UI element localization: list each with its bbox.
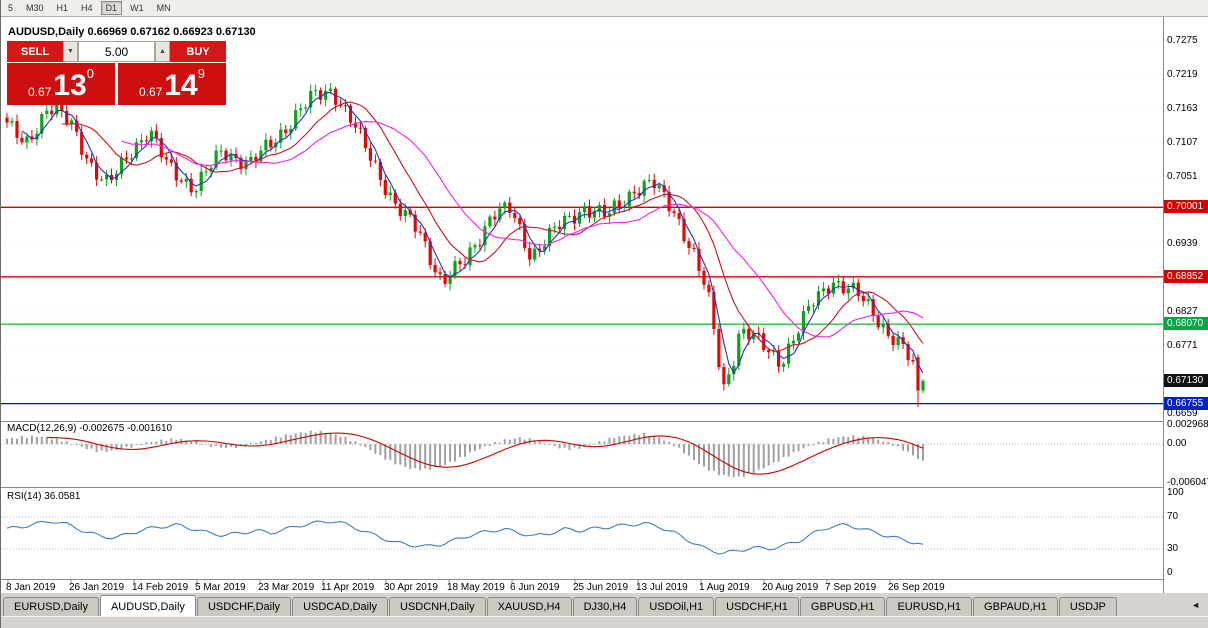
date-label: 26 Sep 2019 (888, 582, 945, 593)
sell-button[interactable]: SELL (7, 41, 63, 62)
buy-price-sup: 9 (197, 66, 205, 81)
buy-button[interactable]: BUY (170, 41, 226, 62)
price-tag: 0.66755 (1164, 397, 1208, 410)
date-label: 14 Feb 2019 (132, 582, 189, 593)
rsi-scale-label: 0 (1167, 567, 1173, 578)
tab-usdchf-daily[interactable]: USDCHF,Daily (196, 597, 292, 616)
tab-usdjpy-h1[interactable]: USDJP (1058, 597, 1117, 616)
price-grid-label: 0.6771 (1167, 340, 1198, 351)
bottom-scrollbar[interactable] (1, 616, 1208, 628)
price-grid-label: 0.6939 (1167, 238, 1198, 249)
rsi-scale-label: 30 (1167, 543, 1179, 554)
date-label: 1 Aug 2019 (699, 582, 750, 593)
buy-price-display[interactable]: 0.67 14 9 (118, 63, 226, 105)
rsi-scale-label: 70 (1167, 511, 1179, 522)
tab-usdoil-h1[interactable]: USDOil,H1 (638, 597, 715, 616)
date-label: 25 Jun 2019 (573, 582, 629, 593)
tf-d1-button[interactable]: D1 (100, 1, 123, 15)
macd-indicator-label: MACD(12,26,9) -0.002675 -0.001610 (7, 423, 173, 434)
tf-m5-button[interactable]: 5 (3, 1, 18, 15)
tab-usdcnh-daily[interactable]: USDCNH,Daily (389, 597, 486, 616)
date-label: 5 Mar 2019 (195, 582, 246, 593)
tf-w1-button[interactable]: W1 (125, 1, 149, 15)
tab-usdchf-h1[interactable]: USDCHF,H1 (715, 597, 799, 616)
price-axis[interactable]: 0.72750.72190.71630.71070.70510.69950.69… (1163, 17, 1208, 593)
sell-price-sup: 0 (86, 66, 94, 81)
volume-input[interactable]: 5.00 (78, 41, 155, 62)
macd-scale-label: 0.00 (1167, 438, 1187, 449)
buy-price-main: 0.67 (139, 85, 163, 99)
date-label: 30 Apr 2019 (384, 582, 438, 593)
time-axis[interactable]: 8 Jan 2019 26 Jan 2019 14 Feb 2019 5 Mar… (1, 582, 1163, 594)
price-tag: 0.68070 (1164, 317, 1208, 330)
volume-increase-button[interactable]: ▲ (155, 41, 170, 62)
date-label: 20 Aug 2019 (762, 582, 819, 593)
tab-usdcad-daily[interactable]: USDCAD,Daily (292, 597, 389, 616)
macd-scale-label: -0.006047 (1167, 477, 1208, 488)
tab-gbpaud-h1[interactable]: GBPAUD,H1 (973, 597, 1058, 616)
rsi-indicator-label: RSI(14) 36.0581 (7, 491, 81, 502)
caret-up-icon: ▲ (159, 48, 166, 55)
tf-h4-button[interactable]: H4 (76, 1, 98, 15)
price-grid-label: 0.7051 (1167, 171, 1198, 182)
price-grid-label: 0.7107 (1167, 137, 1198, 148)
sell-price-display[interactable]: 0.67 13 0 (7, 63, 115, 105)
trade-panel-prices: 0.67 13 0 0.67 14 9 (7, 63, 226, 105)
date-label: 26 Jan 2019 (69, 582, 125, 593)
charts-canvas[interactable] (1, 17, 1163, 593)
tf-h1-button[interactable]: H1 (52, 1, 74, 15)
price-grid-label: 0.7275 (1167, 35, 1198, 46)
chart-tab-bar: EURUSD,Daily AUDUSD,Daily USDCHF,Daily U… (1, 593, 1208, 616)
caret-down-icon: ▼ (67, 48, 74, 55)
tab-audusd-daily[interactable]: AUDUSD,Daily (99, 595, 196, 616)
tf-m30-button[interactable]: M30 (21, 1, 49, 15)
chart-window: AUDUSD,Daily 0.66969 0.67162 0.66923 0.6… (1, 17, 1208, 593)
timeframe-toolbar: 5 M30 H1 H4 D1 W1 MN (1, 0, 1208, 17)
tab-dj30-h4[interactable]: DJ30,H4 (572, 597, 638, 616)
price-grid-label: 0.6827 (1167, 306, 1198, 317)
tf-mn-button[interactable]: MN (152, 1, 176, 15)
volume-decrease-button[interactable]: ▼ (63, 41, 78, 62)
one-click-trading-panel: SELL ▼ 5.00 ▲ BUY 0.67 13 0 0.67 14 9 (7, 41, 226, 105)
scroll-left-icon: ◄ (1191, 600, 1200, 610)
tab-xauusd-h4[interactable]: XAUUSD,H4 (486, 597, 572, 616)
trade-panel-controls: SELL ▼ 5.00 ▲ BUY (7, 41, 226, 62)
price-tag: 0.68852 (1164, 270, 1208, 283)
price-tag: 0.70001 (1164, 200, 1208, 213)
chart-title: AUDUSD,Daily 0.66969 0.67162 0.66923 0.6… (8, 26, 256, 38)
date-label: 6 Jun 2019 (510, 582, 560, 593)
tab-eurusd-h1[interactable]: EURUSD,H1 (886, 597, 973, 616)
rsi-scale-label: 100 (1167, 487, 1184, 498)
date-label: 11 Apr 2019 (321, 582, 375, 593)
tab-scroll-left-button[interactable]: ◄ (1185, 599, 1206, 611)
sell-price-big: 13 (53, 69, 87, 102)
macd-scale-label: 0.002968 (1167, 419, 1208, 430)
date-label: 18 May 2019 (447, 582, 505, 593)
buy-price-big: 14 (164, 69, 198, 102)
tab-eurusd-daily[interactable]: EURUSD,Daily (3, 597, 99, 616)
price-grid-label: 0.7219 (1167, 69, 1198, 80)
price-grid-label: 0.6659 (1167, 408, 1198, 419)
date-label: 13 Jul 2019 (636, 582, 688, 593)
date-label: 23 Mar 2019 (258, 582, 315, 593)
date-label: 7 Sep 2019 (825, 582, 877, 593)
current-price-tag: 0.67130 (1164, 374, 1208, 387)
price-grid-label: 0.7163 (1167, 103, 1198, 114)
tab-gbpusd-h1[interactable]: GBPUSD,H1 (799, 597, 886, 616)
sell-price-main: 0.67 (28, 85, 52, 99)
date-label: 8 Jan 2019 (6, 582, 56, 593)
